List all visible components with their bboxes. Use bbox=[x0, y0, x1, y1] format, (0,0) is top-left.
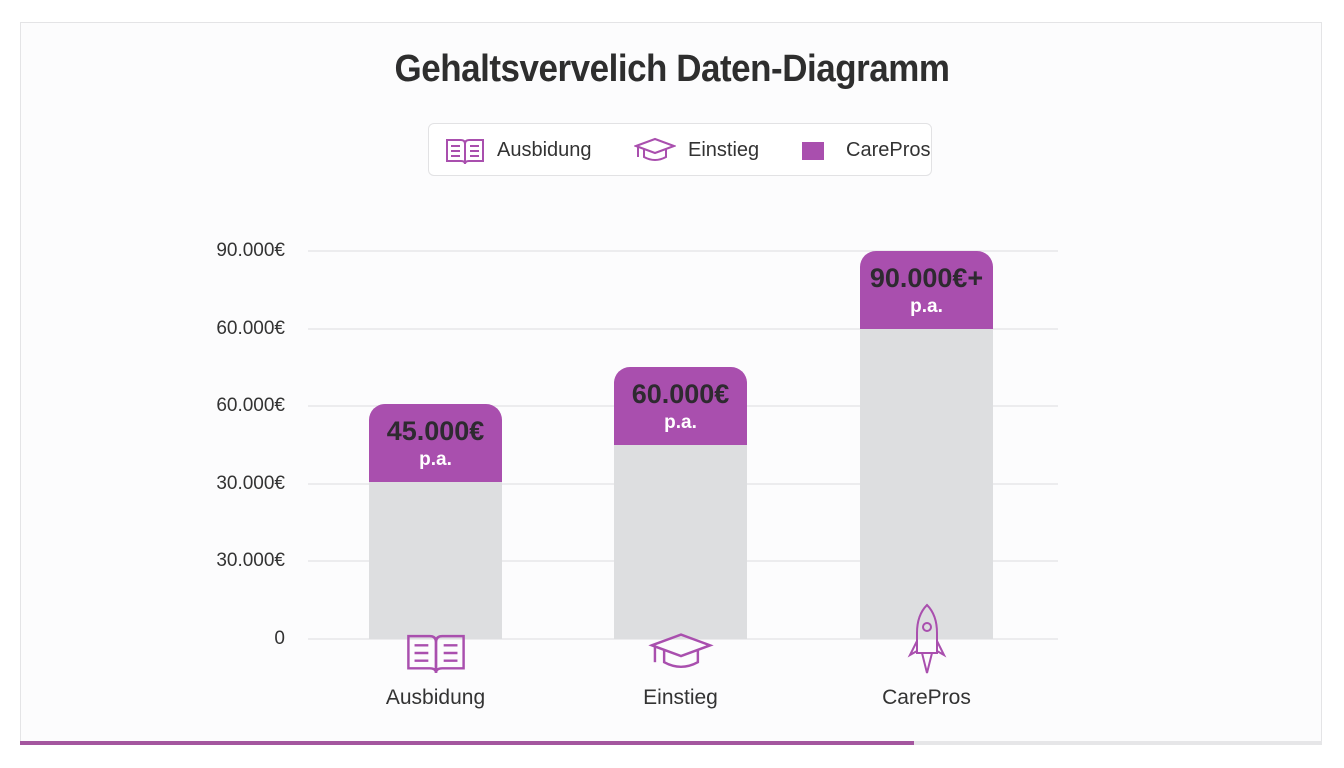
data-label: 45.000€ bbox=[386, 415, 485, 446]
gridline bbox=[308, 250, 1058, 252]
bar-cap: 90.000€+ p.a. bbox=[860, 251, 993, 329]
data-label: 90.000€+ bbox=[869, 263, 984, 293]
chart-title: Gehaltsvervelich Daten-Diagramm bbox=[394, 48, 950, 90]
x-tick-label: Ausbidung bbox=[385, 686, 486, 709]
legend-label: Ausbidung bbox=[497, 139, 592, 161]
square-swatch-icon bbox=[802, 141, 824, 160]
rocket-icon bbox=[907, 603, 947, 677]
y-tick-label: 0 bbox=[274, 628, 285, 649]
bar-carepros bbox=[860, 329, 993, 639]
book-icon bbox=[446, 138, 484, 164]
x-tick-label: Einstieg bbox=[643, 686, 718, 709]
data-sublabel: p.a. bbox=[664, 412, 697, 434]
data-sublabel: p.a. bbox=[910, 296, 943, 317]
graduation-cap-icon bbox=[646, 630, 716, 676]
bar-cap: 45.000€ p.a. bbox=[369, 403, 502, 482]
data-label: 60.000€ bbox=[631, 379, 730, 410]
y-tick-label: 60.000€ bbox=[216, 317, 285, 339]
bar-cap: 60.000€ p.a. bbox=[614, 367, 747, 446]
book-icon bbox=[405, 630, 467, 676]
data-sublabel: p.a. bbox=[419, 448, 452, 470]
legend-label: Einstieg bbox=[688, 139, 760, 161]
gridline bbox=[308, 638, 1058, 640]
legend: Ausbidung Einstieg CarePros bbox=[428, 123, 932, 176]
bar-ausbidung bbox=[369, 481, 502, 639]
progress-bar bbox=[20, 741, 1322, 745]
x-tick-label: CarePros bbox=[882, 686, 971, 709]
y-tick-label: 60.000€ bbox=[216, 395, 285, 417]
progress-fill bbox=[20, 741, 915, 745]
bar-einstieg bbox=[614, 445, 747, 639]
y-tick-label: 30.000€ bbox=[216, 472, 285, 494]
legend-label: CarePros bbox=[846, 139, 931, 161]
legend-item-ausbidung: Ausbidung bbox=[445, 124, 592, 177]
gridline bbox=[308, 327, 1058, 330]
legend-item-carepros: CarePros bbox=[802, 124, 930, 177]
y-tick-label: 90.000€ bbox=[216, 240, 285, 261]
graduation-cap-icon bbox=[634, 137, 676, 161]
y-tick-label: 30.000€ bbox=[216, 550, 285, 572]
legend-item-einstieg: Einstieg bbox=[634, 124, 759, 177]
